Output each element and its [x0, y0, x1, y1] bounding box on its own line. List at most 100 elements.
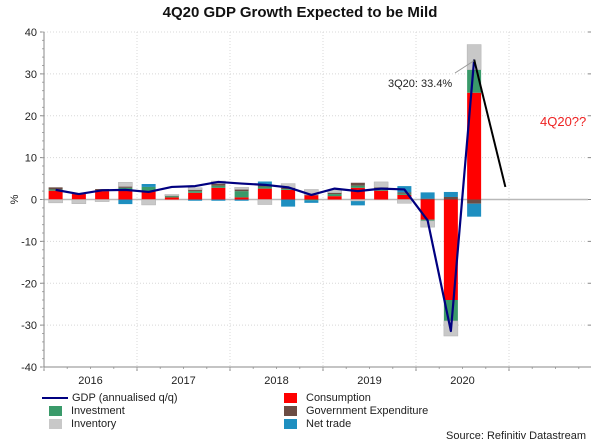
- legend-label-net-trade: Net trade: [306, 418, 352, 430]
- bar-segment-government-expenditure: [211, 183, 226, 186]
- x-tick-label: 2016: [78, 375, 102, 387]
- bar-segment-net-trade: [234, 199, 249, 201]
- legend-label-investment: Investment: [71, 405, 125, 417]
- bar-segment-consumption: [71, 194, 86, 200]
- legend-item-investment: Investment: [49, 405, 125, 418]
- bar-segment-net-trade: [118, 199, 133, 205]
- bar-segment-inventory: [164, 194, 180, 196]
- bar-segment-consumption: [327, 196, 342, 200]
- bar-segment-net-trade: [304, 200, 319, 203]
- bar-segment-consumption: [281, 189, 296, 200]
- bar-segment-government-expenditure: [420, 198, 435, 200]
- legend-label-government-expenditure: Government Expenditure: [306, 405, 429, 417]
- legend-label-consumption: Consumption: [306, 392, 371, 404]
- bar-segment-inventory: [373, 181, 389, 188]
- bar-segment-inventory: [94, 199, 110, 202]
- bar-segment-investment: [257, 186, 272, 189]
- projection-line: [473, 59, 507, 188]
- bar-segment-investment: [304, 199, 319, 201]
- x-tick-label: 2017: [171, 375, 195, 387]
- legend-label-gdp: GDP (annualised q/q): [72, 392, 178, 404]
- annotation-label: 3Q20: 33.4%: [388, 78, 452, 90]
- projection-label: 4Q20??: [540, 114, 586, 129]
- y-tick-label: 0: [31, 195, 37, 207]
- bar-segment-inventory: [234, 187, 249, 190]
- bar-segment-net-trade: [188, 199, 203, 201]
- chart-title: 4Q20 GDP Growth Expected to be Mild: [162, 4, 438, 21]
- legend-item-inventory: Inventory: [49, 418, 116, 431]
- bar-segment-consumption: [164, 197, 179, 200]
- bar-segment-consumption: [234, 197, 249, 200]
- annotation-leader: [454, 60, 475, 74]
- bar-segment-consumption: [374, 190, 389, 200]
- gdp-line: [55, 59, 476, 333]
- bar-segment-consumption: [257, 188, 272, 200]
- bar-segment-consumption: [420, 199, 435, 220]
- bar-segment-investment: [211, 185, 226, 188]
- bar-segment-consumption: [397, 194, 412, 200]
- bar-segment-consumption: [188, 192, 203, 200]
- bar-segment-government-expenditure: [327, 192, 342, 195]
- x-tick-label: 2020: [450, 375, 474, 387]
- bar-segment-government-expenditure: [118, 186, 133, 188]
- bar-segment-inventory: [397, 199, 412, 204]
- lines: [55, 59, 507, 333]
- y-tick-label: -40: [21, 362, 37, 374]
- legend-item-consumption: Consumption: [284, 392, 371, 405]
- bar-segment-investment: [234, 191, 249, 198]
- legend-item-gdp: GDP (annualised q/q): [42, 392, 178, 405]
- x-tick-label: 2019: [357, 375, 381, 387]
- legend-item-government-expenditure: Government Expenditure: [284, 405, 428, 418]
- bar-segment-consumption: [141, 191, 156, 200]
- legend-line-gdp: [42, 397, 68, 400]
- y-tick-label: 10: [25, 153, 37, 165]
- y-tick-label: 40: [25, 27, 37, 39]
- bar-segment-consumption: [48, 190, 63, 200]
- y-tick-label: -20: [21, 278, 37, 290]
- annotations: 4Q20?? 3Q20: 33.4%: [388, 60, 586, 129]
- bar-segment-inventory: [350, 199, 366, 202]
- y-tick-label: 30: [25, 69, 37, 81]
- bar-segment-investment: [281, 189, 296, 190]
- legend-item-net-trade: Net trade: [284, 418, 351, 431]
- bar-segment-net-trade: [281, 199, 296, 207]
- bar-segment-consumption: [350, 187, 365, 200]
- legend-label-inventory: Inventory: [71, 418, 117, 430]
- bar-segment-inventory: [71, 199, 87, 204]
- legend-swatch-investment: [49, 406, 62, 417]
- bar-segment-investment: [327, 194, 342, 197]
- bar-segment-government-expenditure: [48, 187, 63, 190]
- bar-segment-inventory: [187, 187, 203, 191]
- bar-segment-investment: [374, 189, 389, 191]
- bar-segment-investment: [141, 186, 156, 192]
- bar-segment-net-trade: [350, 201, 365, 206]
- bar-segment-net-trade: [467, 203, 482, 217]
- y-tick-label: -30: [21, 320, 37, 332]
- bar-segment-investment: [188, 191, 203, 193]
- bar-segment-net-trade: [420, 192, 435, 199]
- bar-segment-consumption: [211, 187, 226, 200]
- bar-segment-inventory: [257, 199, 273, 205]
- bar-segment-government-expenditure: [234, 189, 249, 192]
- bar-segment-consumption: [443, 199, 458, 300]
- bar-segment-net-trade: [443, 191, 458, 197]
- bar-segment-government-expenditure: [397, 192, 412, 194]
- y-axis-label: %: [9, 194, 21, 204]
- y-tick-label: 20: [25, 111, 37, 123]
- legend-swatch-inventory: [49, 419, 62, 430]
- bar-segment-government-expenditure: [188, 189, 203, 192]
- legend-swatch-government-expenditure: [284, 406, 297, 417]
- bar-segment-consumption: [95, 191, 110, 200]
- bar-segment-inventory: [118, 182, 133, 187]
- axes: 40 30 20 10 0 -10 -20 -30 -40 2016 2017 2018 2019 202…: [9, 27, 591, 387]
- bar-segment-investment: [350, 185, 365, 188]
- bar-segment-investment: [397, 193, 412, 195]
- bar-segment-investment: [164, 196, 179, 198]
- bar-segment-government-expenditure: [467, 199, 482, 204]
- source-note: Source: Refinitiv Datastream: [446, 430, 586, 442]
- bar-segment-inventory: [141, 199, 156, 206]
- bar-segment-net-trade: [211, 199, 226, 201]
- bar-segment-net-trade: [257, 181, 272, 185]
- legend-swatch-consumption: [284, 393, 297, 404]
